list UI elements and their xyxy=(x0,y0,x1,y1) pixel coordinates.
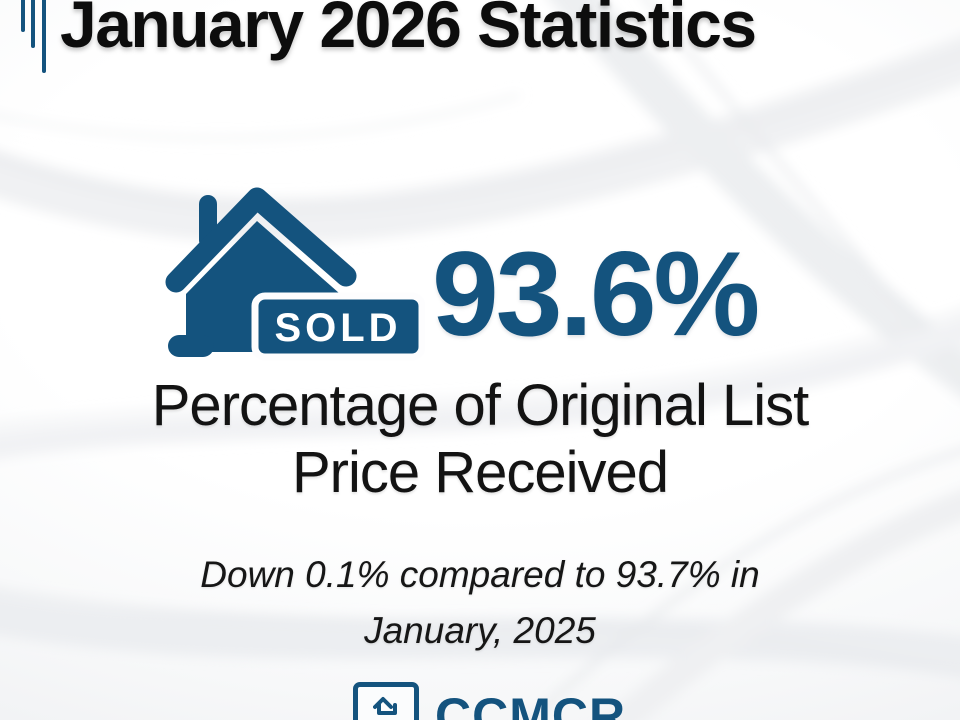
accent-bar xyxy=(42,0,46,73)
house-step-icon xyxy=(168,335,214,357)
logo-text: CCMCR xyxy=(435,688,627,720)
house-roof-icon xyxy=(165,187,357,293)
sold-sign-label: SOLD xyxy=(274,306,401,350)
logo-glyph-icon xyxy=(373,697,397,715)
house-sold-icon: SOLD xyxy=(165,187,425,361)
accent-bar xyxy=(21,0,25,32)
page-title: January 2026 Statistics xyxy=(60,0,757,61)
stat-label-line2: Price Received xyxy=(291,440,669,506)
sold-sign-icon xyxy=(251,292,425,361)
stat-note-line2: January, 2025 xyxy=(364,609,596,651)
stat-label-line1: Percentage of Original List xyxy=(151,373,809,438)
stat-value: 93.6% xyxy=(432,227,760,361)
stat-comparison-note: Down 0.1% compared to 93.7% in January, … xyxy=(0,547,960,658)
stat-label: Percentage of Original List Price Receiv… xyxy=(0,372,960,507)
accent-bar xyxy=(31,0,35,48)
footer-logo: CCMCR xyxy=(353,682,626,720)
logo-box-icon xyxy=(353,682,419,720)
stat-note-line1: Down 0.1% compared to 93.7% in xyxy=(200,554,760,595)
